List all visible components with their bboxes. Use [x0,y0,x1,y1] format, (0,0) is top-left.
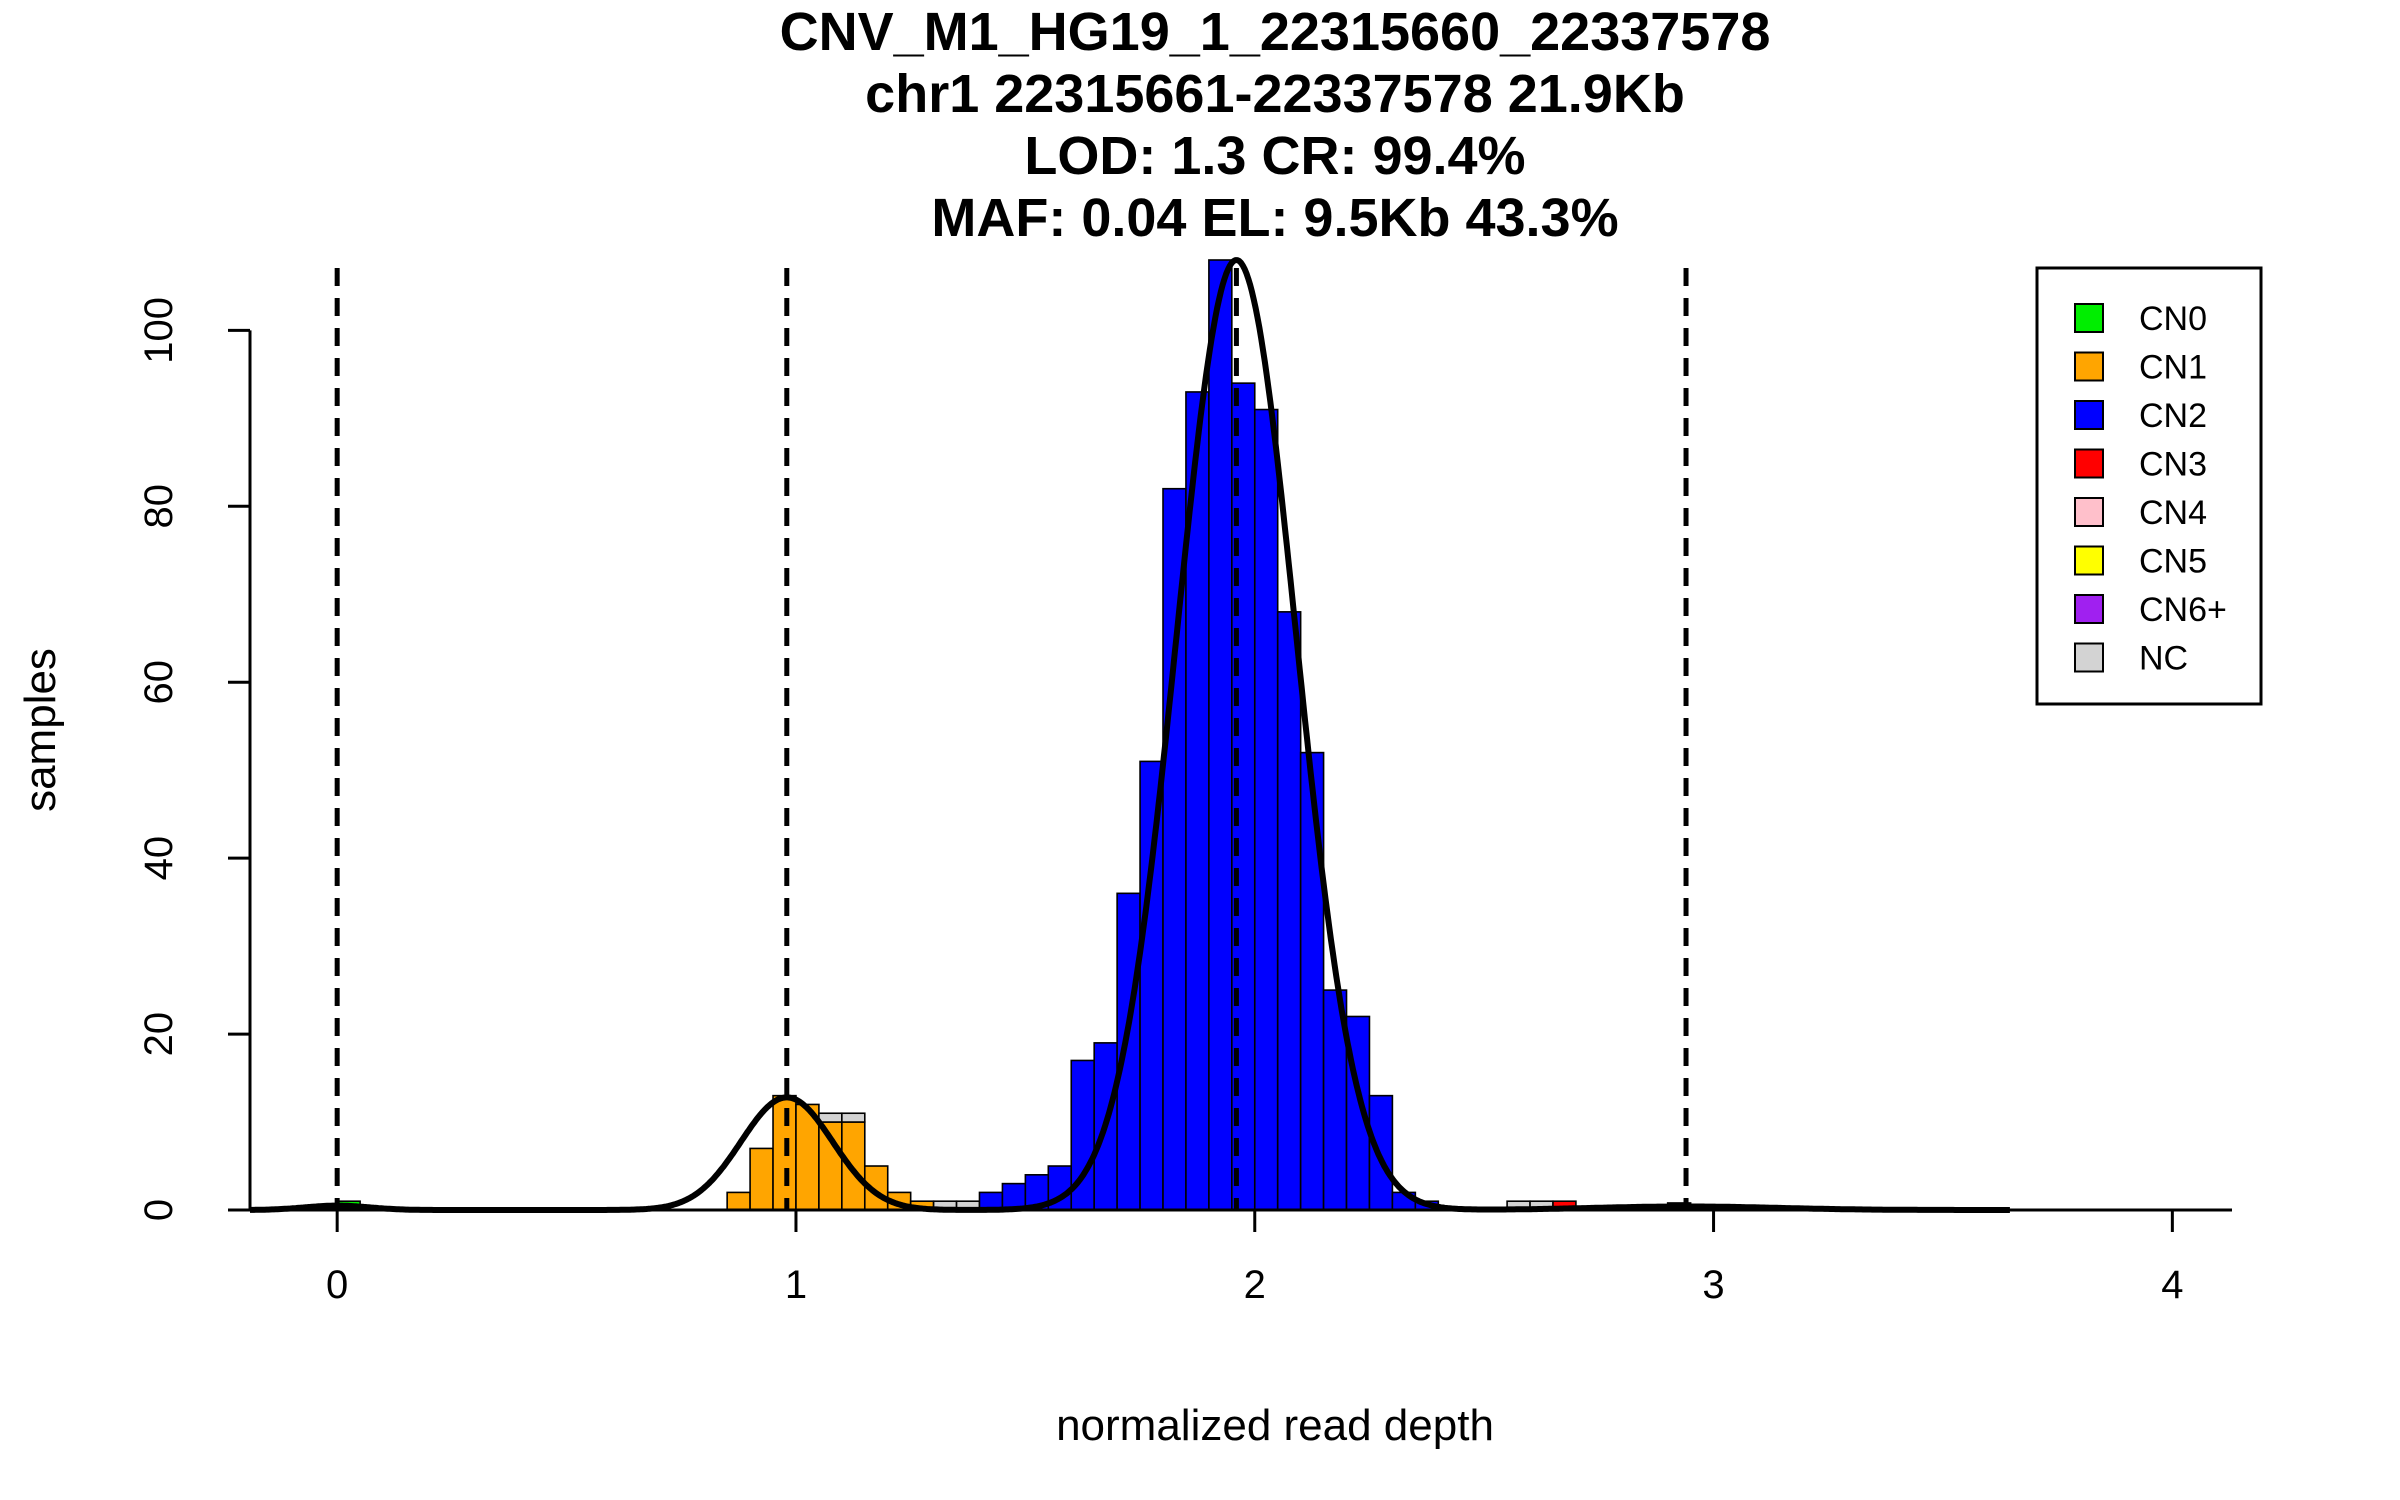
x-tick-label-0: 0 [326,1263,348,1307]
y-tick-label-0: 0 [137,1199,181,1221]
histogram-bar-29 [1299,751,1325,1211]
histogram-bar-2 [726,1191,751,1211]
x-tick-label-3: 3 [1702,1263,1724,1307]
legend-swatch-cn3 [2074,448,2104,479]
histogram-bar-9 [841,1112,866,1123]
histogram-bar-27 [1253,408,1279,1211]
y-tick-label-3: 60 [137,660,181,705]
histogram-bar-28 [1276,611,1302,1211]
legend-label-cn5: CN5 [2139,543,2207,581]
legend-swatch-cn4 [2074,497,2104,527]
legend-label-cn0: CN0 [2139,300,2207,338]
x-tick-label-1: 1 [785,1263,807,1307]
legend-swatch-cn2 [2074,400,2104,430]
histogram-bars [336,259,1692,1211]
legend-label-cn6plus: CN6+ [2139,591,2227,629]
legend: CN0 CN1 CN2 CN3 CN4 CN5 CN6+ NC [2035,266,2263,706]
legend-label-cn1: CN1 [2139,349,2207,387]
legend-label-nc: NC [2139,640,2188,678]
legend-label-cn2: CN2 [2139,397,2207,435]
histogram-bar-3 [749,1147,774,1211]
histogram-bar-22 [1139,760,1164,1211]
y-tick-label-1: 20 [137,1012,181,1057]
legend-box [2035,266,2263,706]
title-line-1: CNV_M1_HG19_1_22315660_22337578 [780,2,1771,62]
histogram-bar-25 [1208,259,1233,1211]
legend-swatch-cn0 [2074,303,2104,333]
y-tick-label-2: 40 [137,836,181,881]
legend-swatch-nc [2074,642,2104,673]
copy-number-reference-lines [334,268,1689,1210]
x-tick-label-4: 4 [2161,1263,2183,1307]
legend-swatch-cn6plus [2074,594,2104,624]
y-tick-label-5: 100 [137,297,181,364]
y-axis-label: samples [16,648,65,812]
legend-label-cn4: CN4 [2139,494,2207,532]
title-line-3: LOD: 1.3 CR: 99.4% [1024,126,1525,186]
y-tick-label-4: 80 [137,484,181,528]
histogram-bar-7 [818,1112,843,1123]
chart-title: CNV_M1_HG19_1_22315660_22337578 chr1 223… [780,2,1771,248]
legend-label-cn3: CN3 [2139,446,2207,484]
legend-swatch-cn1 [2074,351,2104,382]
x-tick-label-2: 2 [1244,1263,1266,1307]
x-axis-label: normalized read depth [1056,1401,1494,1450]
title-line-4: MAF: 0.04 EL: 9.5Kb 43.3% [931,188,1618,248]
title-line-2: chr1 22315661-22337578 21.9Kb [865,64,1685,124]
legend-swatch-cn5 [2074,545,2104,576]
